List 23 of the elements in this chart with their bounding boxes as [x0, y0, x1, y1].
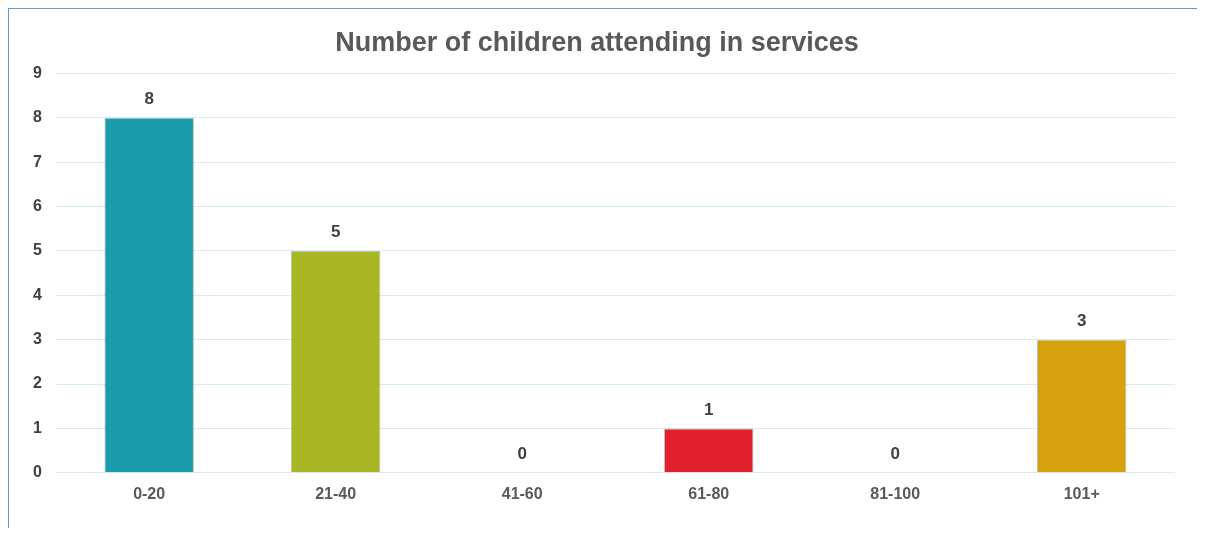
- y-tick-label: 4: [32, 285, 42, 303]
- data-label: 0: [517, 443, 527, 463]
- chart-title: Number of children attending in services: [335, 26, 859, 57]
- data-label: 0: [890, 443, 900, 463]
- y-tick-label: 7: [32, 152, 42, 170]
- x-tick-label: 101+: [1063, 484, 1100, 502]
- y-tick-label: 8: [32, 108, 42, 126]
- data-label: 8: [144, 88, 154, 108]
- y-tick-label: 5: [32, 241, 42, 259]
- y-tick-label: 0: [32, 463, 42, 481]
- x-tick-label: 41-60: [501, 484, 543, 502]
- x-tick-label: 81-100: [870, 484, 921, 502]
- data-label: 5: [330, 222, 341, 242]
- x-tick-label: 0-20: [133, 484, 166, 502]
- x-tick-label: 61-80: [688, 484, 730, 502]
- y-tick-label: 9: [32, 63, 42, 81]
- y-tick-label: 6: [32, 196, 42, 214]
- y-tick-label: 1: [32, 418, 42, 436]
- y-tick-label: 3: [32, 330, 42, 348]
- data-label: 1: [703, 399, 714, 419]
- x-tick-label: 21-40: [315, 484, 357, 502]
- y-tick-label: 2: [32, 374, 42, 392]
- data-label: 3: [1077, 310, 1087, 330]
